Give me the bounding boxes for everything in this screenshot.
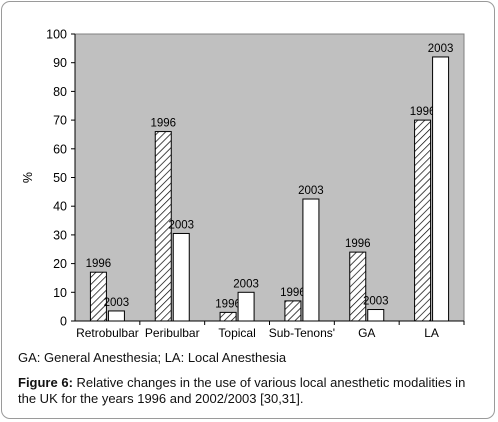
figure-caption: Figure 6: Relative changes in the use of… [18, 375, 486, 407]
y-tick-label: 50 [53, 171, 67, 185]
bar-year-label: 1996 [410, 106, 436, 118]
figure-caption-text: Relative changes in the use of various l… [18, 375, 466, 406]
bar-year-label: 1996 [280, 287, 306, 299]
bar-year-label: 1996 [215, 298, 241, 310]
bar-2003-ga [367, 309, 385, 322]
x-category-label: Topical [218, 326, 255, 340]
y-tick-label: 0 [60, 315, 67, 329]
y-tick-label: 30 [53, 228, 67, 242]
plot-area [74, 33, 465, 322]
bar-2003-la [432, 56, 450, 322]
bar-year-label: 2003 [363, 296, 389, 308]
bar-1996-la [414, 119, 432, 322]
bar-year-label: 1996 [345, 238, 371, 250]
bar-year-label: 2003 [104, 297, 130, 309]
y-tick-label: 40 [53, 200, 67, 214]
y-axis-ticks: 0 10 20 30 40 50 60 70 80 90 100 [46, 28, 75, 329]
bar-1996-topical [219, 311, 237, 322]
y-tick-label: 90 [53, 56, 67, 70]
x-category-label: LA [424, 326, 439, 340]
x-category-label: Peribulbar [145, 326, 200, 340]
abbreviations-note: GA: General Anesthesia; LA: Local Anesth… [18, 350, 287, 365]
bar-year-label: 2003 [298, 185, 324, 197]
x-category-label: Sub-Tenons' [269, 326, 335, 340]
y-tick-label: 60 [53, 142, 67, 156]
x-axis-category-labels: Retrobulbar Peribulbar Topical Sub-Tenons' G… [76, 321, 465, 340]
y-tick-label: 10 [53, 286, 67, 300]
bar-1996-peribulbar [154, 131, 172, 322]
y-axis-label: % [21, 172, 35, 183]
y-tick-label: 100 [46, 28, 67, 42]
bar-2003-sub-tenons- [302, 198, 320, 322]
bar-1996-retrobulbar [89, 271, 107, 322]
bar-1996-ga [349, 251, 367, 322]
bar-2003-topical [237, 291, 255, 322]
figure-caption-label: Figure 6: [18, 375, 73, 390]
bars: 1996 2003 1996 2003 1996 2003 1996 2003 1996 2003… [86, 43, 454, 322]
y-tick-label: 20 [53, 257, 67, 271]
bar-year-label: 1996 [150, 118, 176, 130]
bar-year-label: 2003 [168, 219, 194, 231]
y-tick-label: 70 [53, 114, 67, 128]
bar-2003-peribulbar [172, 232, 190, 322]
bar-2003-retrobulbar [107, 310, 125, 322]
x-category-label: Retrobulbar [76, 326, 139, 340]
bar-year-label: 2003 [233, 278, 259, 290]
x-category-label: GA [358, 326, 375, 340]
bar-year-label: 1996 [86, 258, 112, 270]
bar-1996-sub-tenons- [284, 300, 302, 322]
y-tick-label: 80 [53, 85, 67, 99]
bar-year-label: 2003 [428, 43, 454, 55]
